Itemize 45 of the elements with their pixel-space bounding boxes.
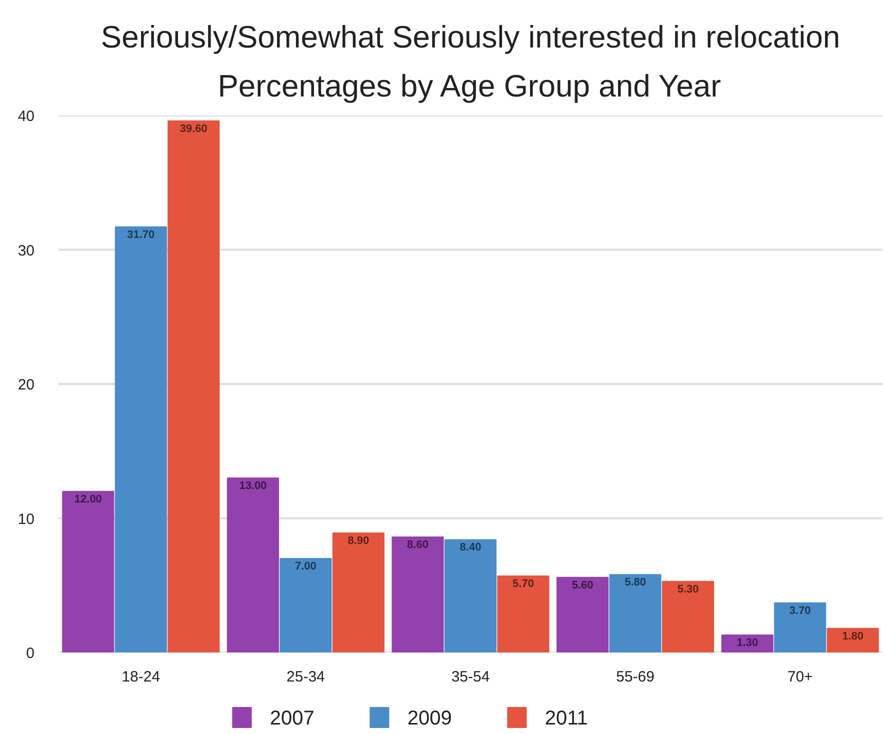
data-label: 39.60 [180, 122, 208, 135]
data-label: 7.00 [294, 560, 316, 573]
legend-label: 2009 [407, 708, 452, 730]
bar [114, 226, 167, 652]
bar [168, 120, 220, 652]
bar [609, 574, 662, 652]
legend-label: 2007 [270, 708, 314, 730]
y-tick-label: 40 [18, 108, 35, 125]
data-label: 3.70 [789, 604, 811, 617]
y-tick-label: 20 [18, 376, 35, 394]
data-label: 12.00 [74, 493, 102, 506]
data-label: 5.30 [677, 583, 699, 596]
y-tick-label: 10 [18, 510, 35, 528]
data-label: 1.80 [842, 630, 864, 642]
legend-label: 2011 [544, 708, 588, 730]
data-label: 8.90 [348, 535, 370, 548]
data-label: 8.60 [407, 539, 428, 552]
data-label: 1.30 [736, 637, 758, 650]
data-label: 13.00 [239, 480, 267, 492]
bar [332, 532, 384, 652]
chart-subtitle: Percentages by Age Group and Year [218, 68, 721, 104]
x-tick-label: 70+ [787, 668, 814, 686]
chart-title: Seriously/Somewhat Seriously interested in relocation [100, 20, 840, 54]
bar [721, 634, 774, 652]
bar [392, 536, 444, 652]
y-tick-label: 0 [26, 645, 34, 662]
x-tick-label: 55-69 [616, 668, 654, 686]
bar [497, 575, 550, 652]
x-tick-label: 25-34 [286, 668, 325, 686]
bar [662, 580, 714, 652]
x-tick-label: 35-54 [451, 668, 490, 686]
data-label: 31.70 [127, 228, 155, 241]
y-tick-label: 30 [18, 242, 35, 260]
data-label: 5.60 [572, 579, 594, 592]
data-label: 5.80 [624, 576, 646, 589]
bar [826, 628, 879, 652]
bar [444, 539, 497, 652]
data-label: 8.40 [460, 542, 482, 554]
bar [226, 477, 280, 652]
x-tick-label: 18-24 [122, 668, 160, 686]
bar [774, 602, 826, 652]
bar [62, 490, 114, 652]
data-label: 5.70 [512, 578, 534, 590]
bar [280, 558, 332, 652]
bar [556, 576, 609, 652]
